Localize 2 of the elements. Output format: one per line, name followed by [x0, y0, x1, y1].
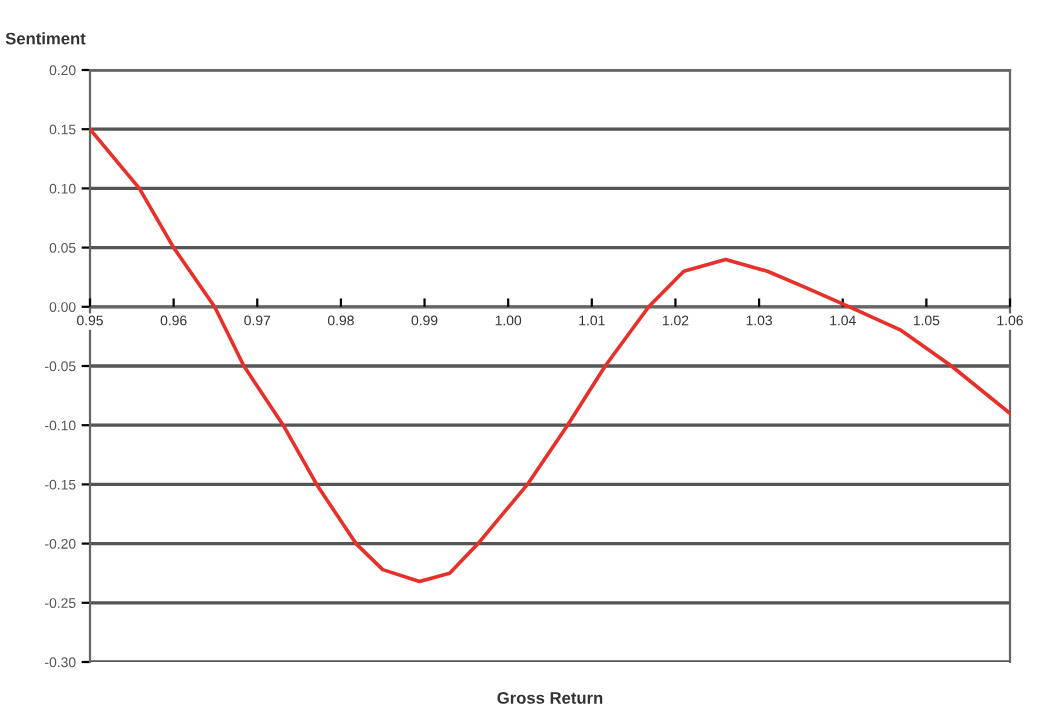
- x-axis-title: Gross Return: [497, 692, 603, 704]
- y-axis-title: Sentiment: [5, 32, 86, 45]
